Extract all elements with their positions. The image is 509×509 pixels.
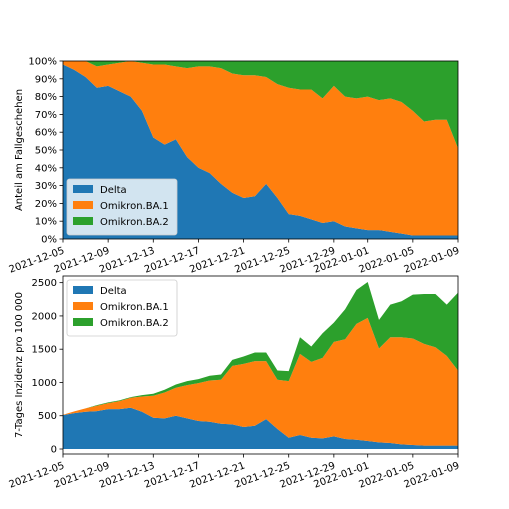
share-ytick-label: 60%: [35, 128, 57, 139]
share-ytick-label: 40%: [35, 163, 57, 174]
incidence-chart-y-axis: 0 500 1000 1500 2000 2500: [32, 278, 63, 456]
incidence-ytick-label: 1000: [32, 378, 57, 389]
share-legend-label: Delta: [100, 185, 127, 196]
incidence-area-omikron-ba-1: [63, 317, 458, 446]
share-chart-y-axis: 0% 10% 20% 30% 40% 50% 60% 70% 80% 90% 100%: [28, 57, 63, 246]
share-chart: 0%10%20%30%40%50%60%70%80%90%100% 2021-1…: [8, 57, 461, 276]
incidence-ytick-label: 2500: [32, 278, 57, 289]
incidence-legend-label: Omikron.BA.2: [100, 318, 169, 329]
incidence-ytick-label: 0: [51, 445, 57, 456]
incidence-ytick-label: 500: [38, 411, 57, 422]
share-ytick-label: 100%: [28, 57, 57, 68]
share-ytick-label: 0%: [41, 235, 57, 246]
incidence-legend-box: [66, 279, 178, 337]
incidence-chart-areas: [63, 281, 458, 450]
share-legend-label: Omikron.BA.1: [100, 201, 169, 212]
share-legend-box: [66, 178, 178, 236]
share-chart-legend: Delta Omikron.BA.1 Omikron.BA.2: [66, 178, 178, 236]
share-area-omikron-ba-1: [63, 61, 458, 236]
incidence-legend-swatch: [73, 302, 93, 310]
share-ytick-label: 90%: [35, 74, 57, 85]
share-ytick-label: 80%: [35, 92, 57, 103]
incidence-chart-ylabel: 7-Tages Inzidenz pro 100 000: [14, 292, 25, 438]
incidence-chart-legend: Delta Omikron.BA.1 Omikron.BA.2: [66, 279, 178, 337]
incidence-area-delta: [63, 407, 458, 450]
share-legend-swatch: [73, 217, 93, 225]
share-legend-swatch: [73, 185, 93, 193]
share-chart-ylabel: Anteil am Fallgeschehen: [14, 89, 25, 211]
incidence-area-omikron-ba-2: [63, 281, 458, 415]
incidence-legend-swatch: [73, 318, 93, 326]
incidence-legend-label: Delta: [100, 286, 127, 297]
share-ytick-label: 30%: [35, 181, 57, 192]
incidence-legend-swatch: [73, 286, 93, 294]
incidence-ytick-label: 2000: [32, 311, 57, 322]
incidence-chart-frame: [62, 275, 459, 455]
share-ytick-label: 50%: [35, 146, 57, 157]
share-ytick-label: 70%: [35, 110, 57, 121]
incidence-legend-label: Omikron.BA.1: [100, 302, 169, 313]
share-ytick-label: 20%: [35, 199, 57, 210]
share-legend-swatch: [73, 201, 93, 209]
share-legend-label: Omikron.BA.2: [100, 217, 169, 228]
share-area-omikron-ba-2: [63, 61, 458, 149]
incidence-ytick-label: 1500: [32, 345, 57, 356]
share-ytick-label: 10%: [35, 217, 57, 228]
